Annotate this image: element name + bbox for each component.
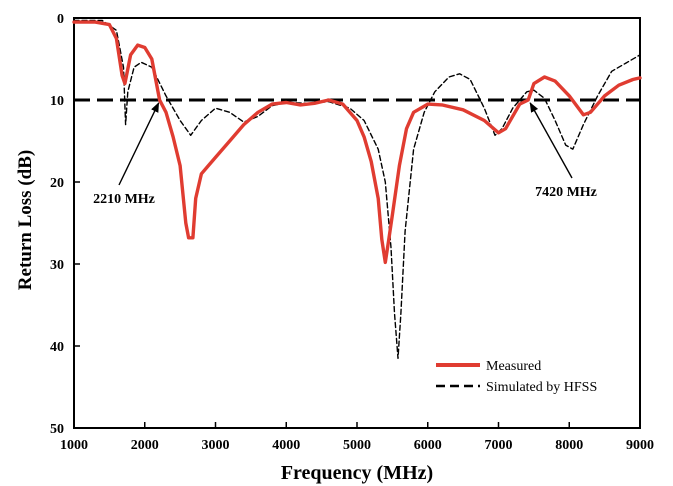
- y-tick-label: 0: [57, 12, 64, 27]
- annotation-label-2210: 2210 MHz: [93, 192, 155, 207]
- annotation-label-7420: 7420 MHz: [535, 185, 597, 200]
- x-tick-label: 5000: [343, 438, 371, 453]
- legend-label-simulated: Simulated by HFSS: [486, 380, 597, 395]
- y-tick-label: 40: [50, 340, 64, 355]
- x-tick-label: 2000: [131, 438, 159, 453]
- y-tick-label: 10: [50, 94, 64, 109]
- x-tick-label: 3000: [202, 438, 230, 453]
- legend-label-measured: Measured: [486, 359, 541, 374]
- legend: Measured Simulated by HFSS: [436, 359, 597, 395]
- series-line-simulated: [73, 19, 641, 359]
- x-axis-title: Frequency (MHz): [281, 462, 433, 484]
- x-tick-label: 1000: [60, 438, 88, 453]
- series-line-measured: [72, 20, 642, 265]
- annotations-layer: 2210 MHz 7420 MHz: [93, 102, 597, 207]
- y-tick-label: 30: [50, 258, 64, 273]
- series-layer: [72, 19, 642, 359]
- y-tick-label: 20: [50, 176, 64, 191]
- x-tick-label: 4000: [272, 438, 300, 453]
- annotation-arrow-7420: [529, 102, 573, 179]
- x-tick-label: 7000: [485, 438, 513, 453]
- y-tick-label: 50: [50, 422, 64, 437]
- x-tick-label: 9000: [626, 438, 654, 453]
- y-axis-title: Return Loss (dB): [15, 150, 36, 290]
- annotation-arrow-2210: [118, 102, 160, 186]
- axis-ticks: 1000 2000 3000 4000 5000 6000 7000 8000 9000 0 10 2…: [50, 12, 654, 453]
- x-tick-label: 8000: [555, 438, 583, 453]
- x-tick-label: 6000: [414, 438, 442, 453]
